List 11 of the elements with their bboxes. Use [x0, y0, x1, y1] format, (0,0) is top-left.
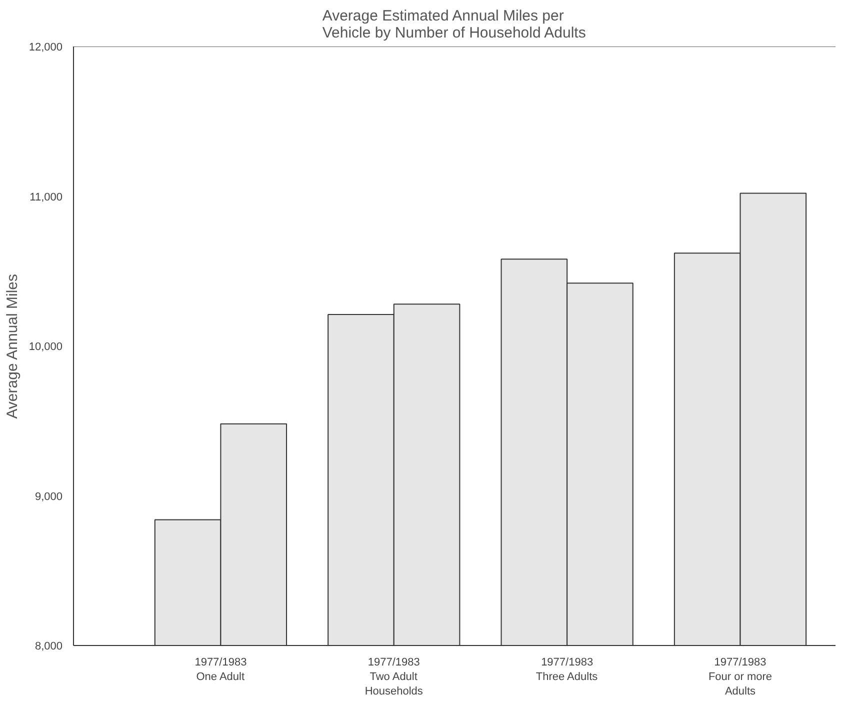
y-axis-title: Average Annual Miles	[4, 274, 21, 419]
y-tick-label: 12,000	[28, 42, 63, 54]
y-tick-label: 10,000	[28, 341, 63, 353]
chart-title: Average Estimated Annual Miles per Vehicle by Number of Household Adults	[322, 8, 586, 42]
x-tick-label: 1977/1983 Two Adult Households	[364, 656, 424, 698]
x-tick-label: 1977/1983 One Adult	[194, 656, 247, 683]
y-tick-label: 11,000	[30, 191, 62, 204]
y-tick-label: 9,000	[34, 490, 63, 503]
y-tick-label: 8,000	[34, 640, 63, 652]
x-tick-label: 1977/1983 Four or more Adults	[708, 656, 772, 698]
x-tick-label: 1977/1983 Three Adults	[536, 656, 598, 683]
